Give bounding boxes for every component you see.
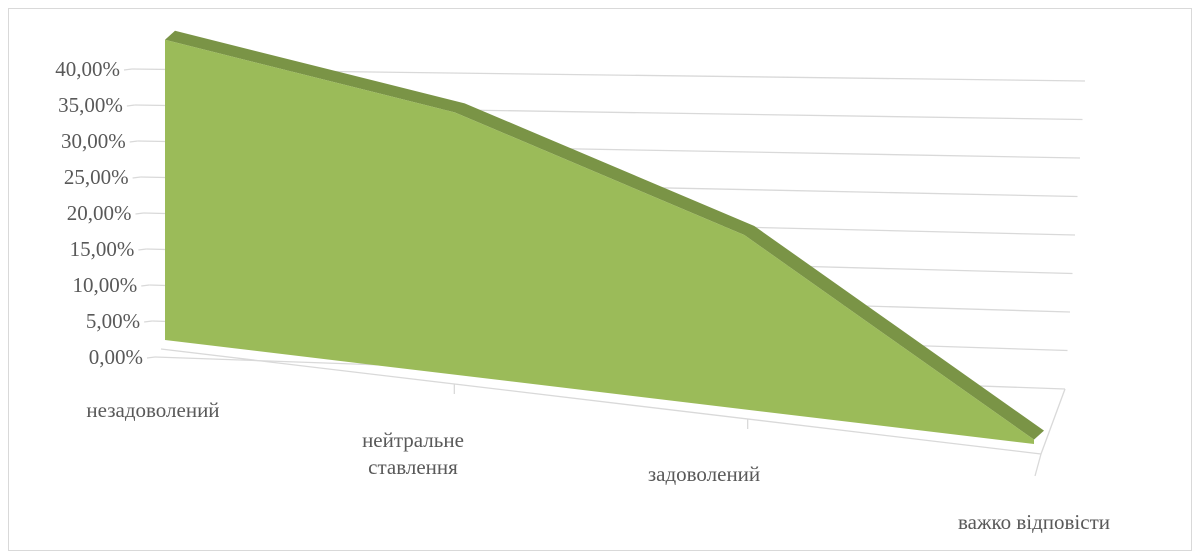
ytick-mark-3 (138, 248, 147, 251)
y-tick-label-7: 35,00% (58, 93, 123, 117)
y-tick-labels: 0,00% 5,00% 10,00% 15,00% 20,00% 25,00% 30,00%… (55, 57, 143, 369)
y-tick-label-0: 0,00% (89, 345, 143, 369)
ytick-mark-2 (141, 284, 150, 287)
y-tick-label-2: 10,00% (73, 273, 138, 297)
axes (160, 348, 1066, 477)
category-axis-line (160, 348, 1042, 455)
category-label-3: важко відповісти (958, 510, 1110, 534)
y-tick-label-8: 40,00% (55, 57, 120, 81)
floor-corner-tick (1034, 453, 1042, 477)
ytick-mark-8 (123, 68, 133, 71)
chart-frame: 0,00% 5,00% 10,00% 15,00% 20,00% 25,00% 30,00%… (8, 8, 1192, 551)
ytick-mark-7 (126, 104, 135, 107)
ytick-mark-5 (132, 176, 141, 179)
y-tick-label-1: 5,00% (86, 309, 140, 333)
floor-right-edge (1040, 388, 1066, 455)
y-tick-label-5: 25,00% (64, 165, 129, 189)
y-tick-label-3: 15,00% (70, 237, 135, 261)
y-tick-label-6: 30,00% (61, 129, 126, 153)
ytick-mark-1 (144, 320, 153, 323)
y-tick-label-4: 20,00% (67, 201, 132, 225)
category-labels: незадоволений нейтральне ставлення задоволе… (86, 398, 1110, 534)
area-chart: 0,00% 5,00% 10,00% 15,00% 20,00% 25,00% 30,00%… (55, 30, 1110, 534)
ytick-mark-0 (146, 356, 156, 359)
area-series (165, 30, 1044, 445)
category-label-2: задоволений (648, 462, 760, 486)
ytick-mark-6 (129, 140, 138, 143)
ytick-mark-4 (135, 212, 144, 215)
area-front-face (165, 39, 1034, 445)
category-label-1: нейтральне ставлення (362, 428, 464, 479)
category-label-0: незадоволений (86, 398, 219, 422)
